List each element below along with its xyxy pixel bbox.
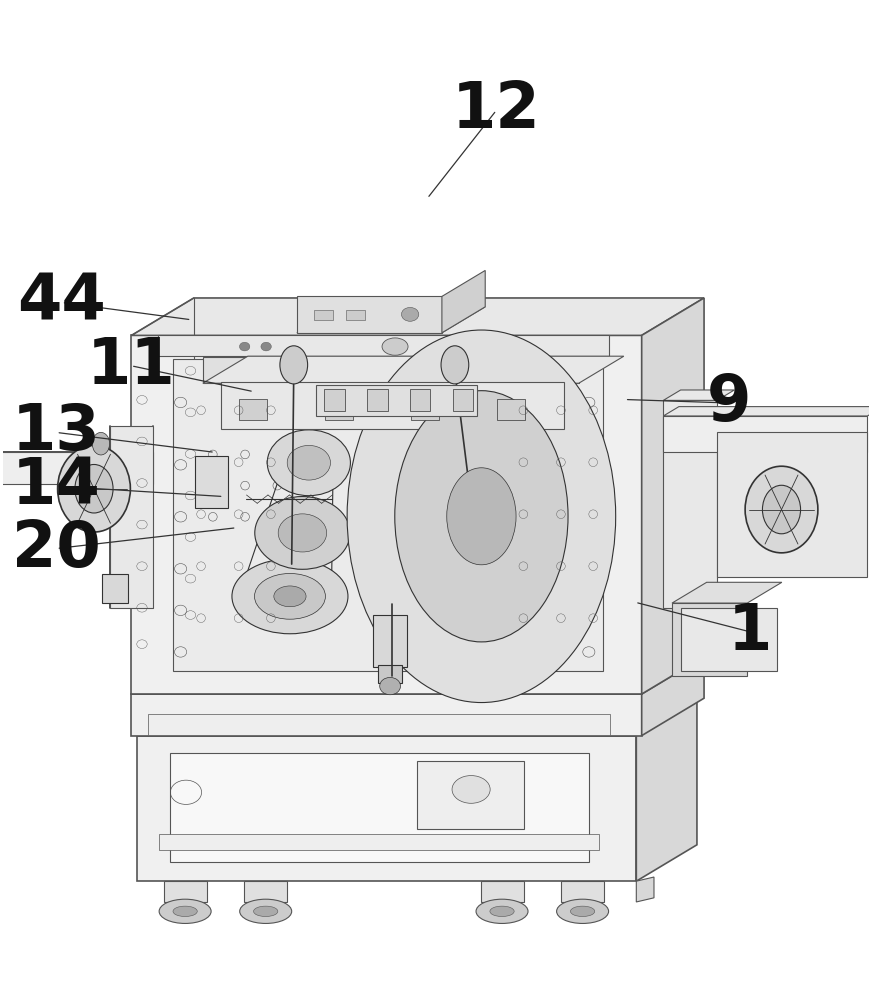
Polygon shape <box>561 881 604 902</box>
Text: 14: 14 <box>12 455 101 517</box>
Polygon shape <box>221 382 564 429</box>
Ellipse shape <box>57 445 130 532</box>
Polygon shape <box>136 699 697 736</box>
Polygon shape <box>672 603 747 676</box>
Ellipse shape <box>278 514 327 552</box>
Polygon shape <box>173 359 603 671</box>
Ellipse shape <box>347 330 616 703</box>
Ellipse shape <box>490 906 514 917</box>
Ellipse shape <box>159 899 211 923</box>
Text: 12: 12 <box>452 79 541 141</box>
Polygon shape <box>131 335 641 694</box>
Ellipse shape <box>255 573 325 619</box>
Polygon shape <box>169 753 589 862</box>
Polygon shape <box>680 608 778 671</box>
Ellipse shape <box>232 559 348 634</box>
Polygon shape <box>316 385 477 416</box>
Text: 9: 9 <box>706 372 751 434</box>
Ellipse shape <box>745 466 818 553</box>
Ellipse shape <box>476 899 528 923</box>
Text: 1: 1 <box>727 601 772 663</box>
Bar <box>373 615 408 667</box>
Polygon shape <box>159 834 599 850</box>
Bar <box>239 399 267 420</box>
Ellipse shape <box>447 468 516 565</box>
Polygon shape <box>442 270 485 333</box>
Bar <box>411 399 439 420</box>
Polygon shape <box>641 657 704 736</box>
Bar <box>346 310 365 320</box>
Polygon shape <box>636 699 697 881</box>
Ellipse shape <box>274 586 306 607</box>
Polygon shape <box>158 335 609 356</box>
Polygon shape <box>163 881 207 902</box>
Bar <box>324 389 344 411</box>
Ellipse shape <box>401 307 419 321</box>
Polygon shape <box>110 426 153 608</box>
Polygon shape <box>297 296 442 333</box>
Ellipse shape <box>452 776 490 803</box>
Ellipse shape <box>441 346 468 384</box>
Bar <box>325 399 353 420</box>
Ellipse shape <box>395 391 568 642</box>
Bar <box>367 389 388 411</box>
Ellipse shape <box>254 906 278 917</box>
Polygon shape <box>717 432 867 577</box>
Ellipse shape <box>268 430 350 496</box>
Bar <box>314 310 333 320</box>
Polygon shape <box>663 400 717 608</box>
Ellipse shape <box>570 906 594 917</box>
Ellipse shape <box>287 445 330 480</box>
Ellipse shape <box>255 497 350 569</box>
Text: 13: 13 <box>12 401 101 463</box>
Polygon shape <box>149 714 610 735</box>
Polygon shape <box>202 357 579 383</box>
Polygon shape <box>663 390 734 400</box>
Text: 11: 11 <box>87 335 176 397</box>
Polygon shape <box>202 356 624 383</box>
Ellipse shape <box>75 464 113 513</box>
Polygon shape <box>244 881 287 902</box>
Ellipse shape <box>173 906 197 917</box>
Ellipse shape <box>557 899 608 923</box>
Polygon shape <box>297 307 485 333</box>
Polygon shape <box>672 582 782 603</box>
Bar <box>103 574 129 603</box>
Polygon shape <box>641 298 704 694</box>
Ellipse shape <box>380 677 401 695</box>
Polygon shape <box>131 298 704 335</box>
Polygon shape <box>417 761 524 829</box>
Bar <box>378 665 402 683</box>
Bar <box>453 389 474 411</box>
Polygon shape <box>0 452 153 484</box>
Bar <box>409 389 430 411</box>
Ellipse shape <box>762 485 800 534</box>
Bar <box>497 399 525 420</box>
Polygon shape <box>636 877 654 902</box>
Text: 20: 20 <box>12 518 101 580</box>
Ellipse shape <box>382 338 408 355</box>
Ellipse shape <box>92 432 109 455</box>
Ellipse shape <box>280 346 308 384</box>
Polygon shape <box>131 657 704 694</box>
Ellipse shape <box>240 342 250 351</box>
Polygon shape <box>131 694 641 736</box>
Polygon shape <box>196 456 228 508</box>
Ellipse shape <box>240 899 292 923</box>
Polygon shape <box>481 881 523 902</box>
Text: 44: 44 <box>17 271 106 333</box>
Polygon shape <box>663 416 867 452</box>
Polygon shape <box>663 407 869 416</box>
Polygon shape <box>136 736 636 881</box>
Ellipse shape <box>261 342 271 351</box>
